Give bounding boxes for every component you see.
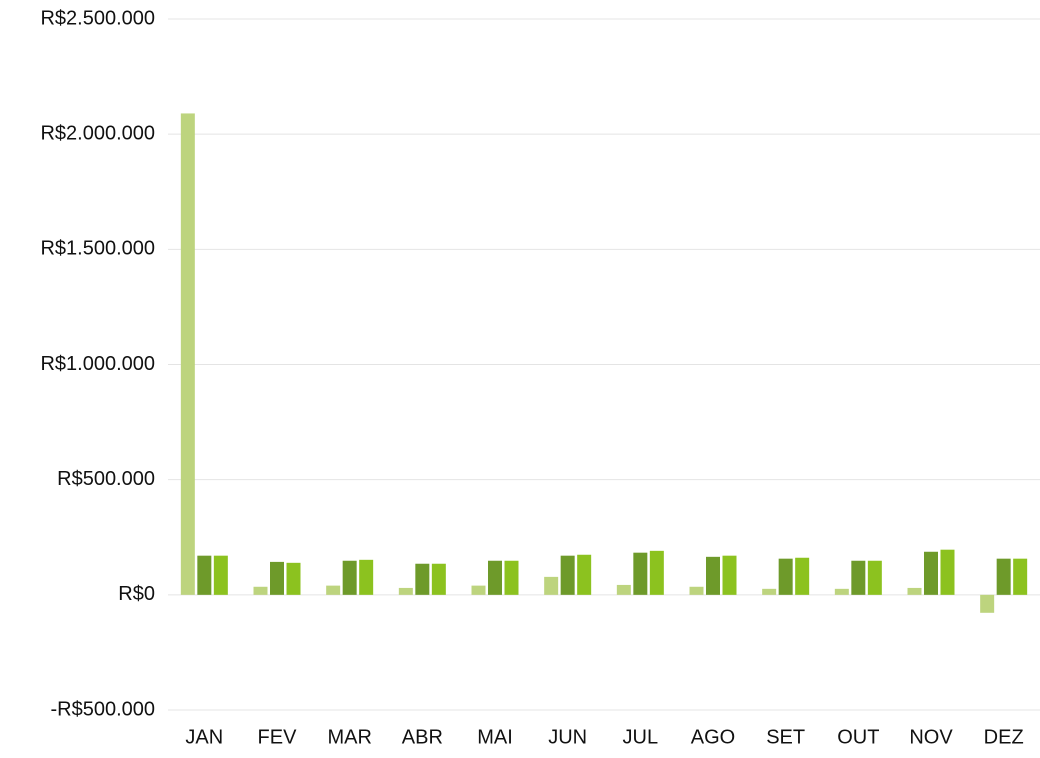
bar bbox=[504, 560, 519, 595]
bar bbox=[488, 560, 502, 595]
bar bbox=[867, 560, 882, 595]
y-tick-label: R$1.500.000 bbox=[40, 238, 155, 260]
x-tick-label: JUN bbox=[548, 726, 587, 748]
bar bbox=[980, 594, 995, 613]
x-tick-label: JUL bbox=[623, 726, 659, 748]
y-tick-label: R$0 bbox=[118, 583, 155, 605]
bar bbox=[253, 586, 268, 595]
bar bbox=[689, 586, 704, 595]
bar bbox=[649, 550, 664, 595]
x-tick-label: MAR bbox=[327, 726, 371, 748]
y-tick-label: R$1.000.000 bbox=[40, 353, 155, 375]
bar bbox=[1013, 558, 1028, 595]
bar bbox=[834, 588, 849, 595]
bar bbox=[431, 563, 446, 595]
x-tick-label: NOV bbox=[909, 726, 953, 748]
bar bbox=[851, 560, 866, 595]
y-tick-label: -R$500.000 bbox=[50, 698, 155, 720]
x-tick-label: AGO bbox=[691, 726, 735, 748]
bar bbox=[560, 555, 575, 595]
bar bbox=[722, 555, 737, 595]
bar bbox=[213, 555, 228, 595]
bar bbox=[180, 113, 195, 595]
bar bbox=[398, 587, 413, 595]
x-tick-label: MAI bbox=[477, 726, 513, 748]
bar bbox=[706, 556, 720, 595]
bar bbox=[544, 576, 559, 595]
bar bbox=[616, 584, 631, 595]
bar bbox=[996, 558, 1011, 595]
bar bbox=[286, 562, 301, 595]
bar bbox=[326, 585, 341, 595]
x-tick-label: OUT bbox=[837, 726, 879, 748]
x-tick-label: SET bbox=[766, 726, 805, 748]
bar bbox=[924, 551, 938, 595]
bar bbox=[907, 587, 922, 595]
x-tick-label: FEV bbox=[258, 726, 298, 748]
x-tick-label: JAN bbox=[185, 726, 223, 748]
bar bbox=[471, 585, 486, 595]
x-tick-label: ABR bbox=[402, 726, 443, 748]
bar bbox=[795, 557, 810, 595]
y-tick-label: R$2.000.000 bbox=[40, 122, 155, 144]
bar bbox=[778, 558, 793, 595]
bar bbox=[577, 554, 592, 595]
y-tick-label: R$500.000 bbox=[57, 468, 155, 490]
bar bbox=[197, 555, 212, 595]
bar bbox=[940, 549, 955, 595]
bar bbox=[270, 561, 284, 595]
x-tick-label: DEZ bbox=[984, 726, 1024, 748]
bar bbox=[359, 559, 374, 595]
y-tick-label: R$2.500.000 bbox=[40, 7, 155, 29]
bar bbox=[415, 563, 430, 595]
bar bbox=[633, 552, 648, 595]
bar bbox=[762, 588, 777, 595]
bar bbox=[342, 560, 357, 595]
